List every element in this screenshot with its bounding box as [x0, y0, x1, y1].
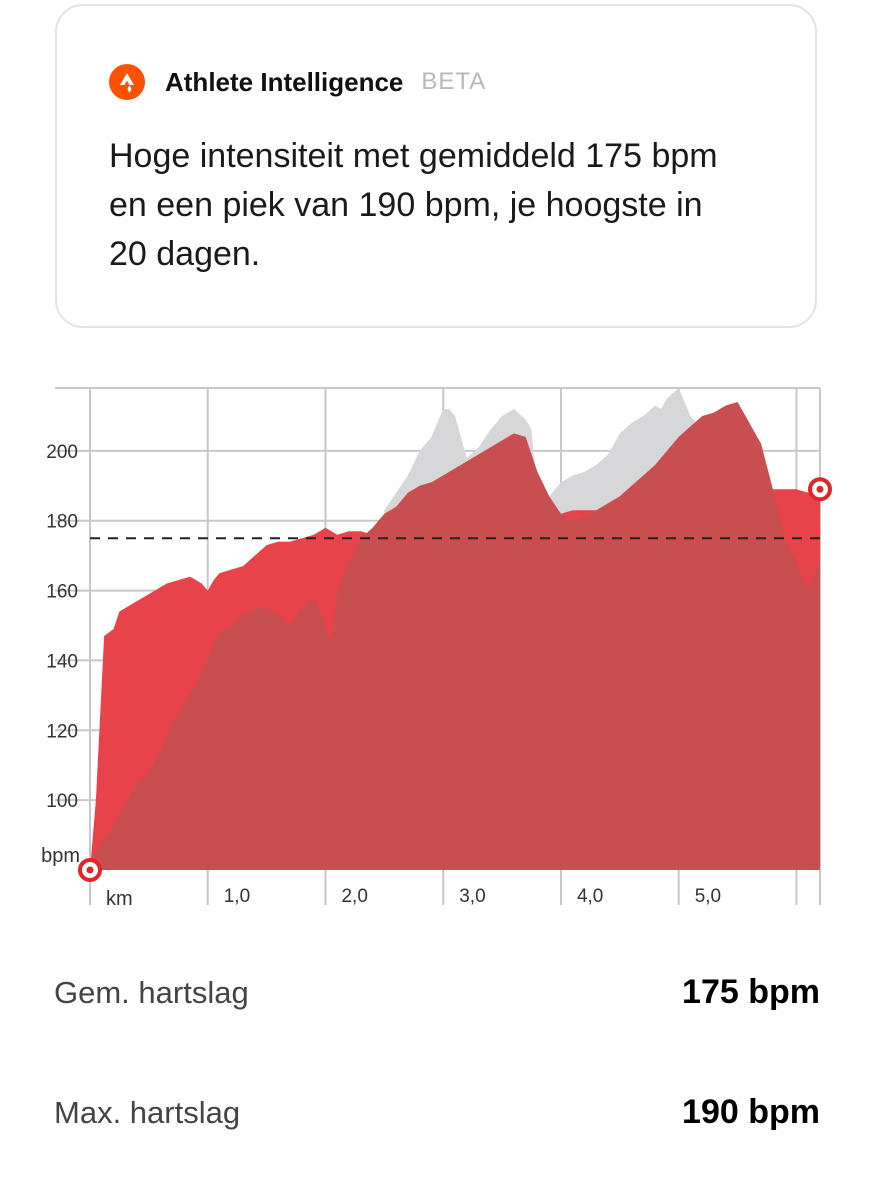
max-hr-label: Max. hartslag [54, 1094, 241, 1130]
max-hr-value: 190 bpm [682, 1093, 820, 1131]
start-marker-dot [86, 866, 94, 874]
athlete-intelligence-card[interactable]: Athlete Intelligence BETA Hoge intensite… [55, 4, 817, 328]
y-tick-label: 140 [46, 651, 78, 672]
y-tick-label: 160 [46, 582, 78, 603]
x-tick-label: 1,0 [224, 886, 250, 907]
elevation-area [90, 401, 820, 870]
x-tick-label: 5,0 [695, 886, 721, 907]
y-axis-label: bpm [41, 845, 80, 867]
y-axis-ticks: 100 120 140 160 180 200 [46, 442, 78, 812]
x-tick-label: 3,0 [459, 886, 485, 907]
y-tick-label: 180 [46, 512, 78, 533]
y-tick-label: 200 [46, 442, 78, 463]
chart-markers [78, 477, 832, 882]
beta-badge: BETA [421, 68, 487, 95]
end-marker-dot [816, 485, 824, 493]
card-title: Athlete Intelligence [165, 66, 404, 97]
avg-hr-row: Gem. hartslag 175 bpm [54, 973, 820, 1012]
card-header: Athlete Intelligence BETA [109, 64, 486, 100]
avg-hr-label: Gem. hartslag [54, 974, 249, 1010]
heart-rate-chart[interactable]: 100 120 140 160 180 200 1,0 2,0 3,0 4,0 5,0 bpm k… [0, 380, 874, 910]
insight-text: Hoge intensiteit met gemiddeld 175 bpm e… [109, 137, 718, 273]
y-tick-label: 120 [46, 721, 78, 742]
x-axis-label: km [106, 888, 133, 910]
chart-series [90, 388, 820, 870]
strava-logo-icon [109, 64, 145, 100]
x-tick-label: 4,0 [577, 886, 603, 907]
avg-hr-value: 175 bpm [682, 973, 820, 1011]
y-tick-label: 100 [46, 791, 78, 812]
x-tick-label: 2,0 [341, 886, 367, 907]
x-axis-ticks: 1,0 2,0 3,0 4,0 5,0 [224, 886, 721, 907]
max-hr-row: Max. hartslag 190 bpm [54, 1093, 820, 1132]
